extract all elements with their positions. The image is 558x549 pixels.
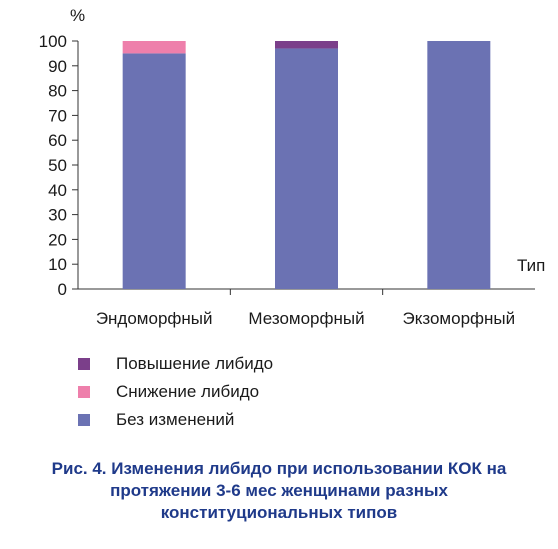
legend-item-increase: Повышение либидо <box>78 352 273 376</box>
y-axis-unit: % <box>70 6 85 25</box>
legend-swatch-increase <box>78 358 90 370</box>
bar-segment <box>275 41 338 49</box>
y-tick-label: 30 <box>48 206 67 225</box>
x-category-label: Мезоморфный <box>248 309 364 328</box>
bar-segment <box>275 48 338 289</box>
x-axis-name: Тип <box>517 256 545 275</box>
y-tick-label: 80 <box>48 82 67 101</box>
x-category-label: Эндоморфный <box>96 309 213 328</box>
legend-label-increase: Повышение либидо <box>116 354 274 373</box>
y-tick-label: 90 <box>48 57 67 76</box>
caption-line-1: Рис. 4. Изменения либидо при использован… <box>51 459 507 478</box>
legend-swatch-decrease <box>78 386 90 398</box>
y-tick-label: 70 <box>48 106 67 125</box>
y-tick-label: 100 <box>39 32 67 51</box>
legend-item-no-change: Без изменений <box>78 408 273 432</box>
caption-line-2: протяжении 3-6 мес женщинами разных <box>110 481 448 500</box>
x-category-label: Экзоморфный <box>403 309 516 328</box>
y-tick-label: 50 <box>48 156 67 175</box>
bar-segment <box>427 41 491 289</box>
caption-line-3: конституциональных типов <box>160 503 398 522</box>
legend-label-no-change: Без изменений <box>116 410 235 429</box>
stacked-bar-chart: 0 10 20 30 40 50 60 70 80 90 100% Тип Эндоморфный Мез… <box>39 6 546 328</box>
y-tick-label: 40 <box>48 181 67 200</box>
bar-segment <box>122 53 186 290</box>
y-tick-label: 10 <box>48 255 67 274</box>
figure-caption: Рис. 4. Изменения либидо при использован… <box>0 458 558 524</box>
y-tick-label: 0 <box>58 280 67 299</box>
legend-swatch-no-change <box>78 414 90 426</box>
y-tick-label: 20 <box>48 230 67 249</box>
bar-segment <box>122 41 186 54</box>
legend: Повышение либидо Снижение либидо Без изм… <box>78 352 273 436</box>
legend-item-decrease: Снижение либидо <box>78 380 273 404</box>
legend-label-decrease: Снижение либидо <box>116 382 260 401</box>
y-tick-label: 60 <box>48 131 67 150</box>
